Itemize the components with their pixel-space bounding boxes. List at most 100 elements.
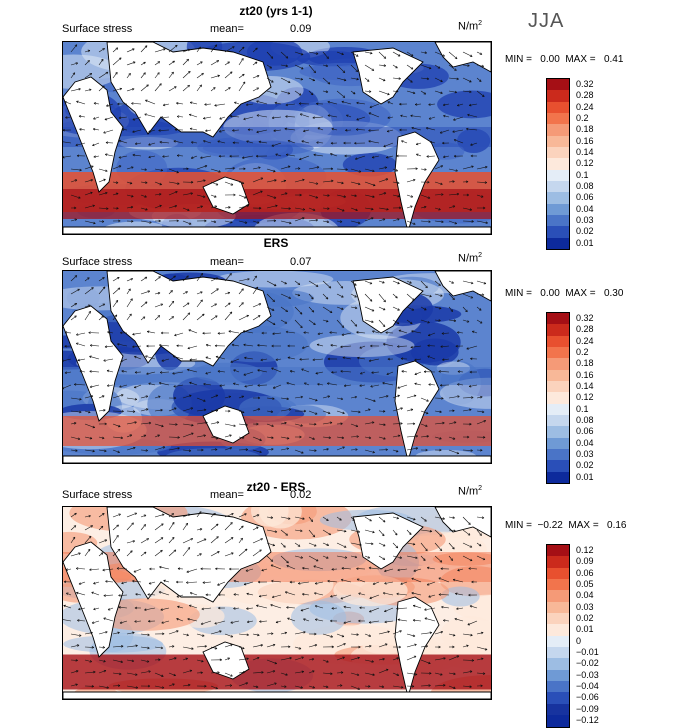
colorbar-tick-label: 0.12: [576, 158, 594, 169]
colorbar-swatch: [547, 79, 569, 90]
colorbar-swatch: [547, 590, 569, 601]
map-field: [63, 507, 491, 699]
colorbar-tick-label: 0.32: [576, 79, 594, 90]
colorbar-tick-label: 0.1: [576, 404, 594, 415]
colorbar-tick-label: 0.24: [576, 336, 594, 347]
map-field: [63, 271, 491, 463]
subtitle: Surface stress: [62, 23, 132, 35]
mean-label: mean=: [210, 489, 244, 501]
colorbar-tick-label: 0.02: [576, 460, 594, 471]
mean-label: mean=: [210, 256, 244, 268]
colorbar: [546, 78, 570, 250]
colorbar-swatch: [547, 647, 569, 658]
colorbar-tick-label: 0.24: [576, 102, 594, 113]
colorbar-swatch: [547, 415, 569, 426]
colorbar-tick-label: −0.03: [576, 670, 599, 681]
colorbar-swatch: [547, 381, 569, 392]
colorbar-tick-label: 0.05: [576, 579, 599, 590]
colorbar-tick-label: 0.18: [576, 124, 594, 135]
map-field: [63, 42, 491, 234]
colorbar-swatch: [547, 336, 569, 347]
colorbar-tick-label: 0.02: [576, 613, 599, 624]
colorbar-swatch: [547, 715, 569, 726]
colorbar-swatch: [547, 90, 569, 101]
colorbar-tick-label: 0.03: [576, 215, 594, 226]
colorbar-tick-label: 0.2: [576, 347, 594, 358]
colorbar-swatch: [547, 370, 569, 381]
colorbar-swatch: [547, 136, 569, 147]
colorbar-swatch: [547, 404, 569, 415]
colorbar-tick-label: 0.14: [576, 147, 594, 158]
subtitle: Surface stress: [62, 256, 132, 268]
colorbar-tick-label: 0.16: [576, 136, 594, 147]
panel-observed: ERS Surface stress mean= 0.07 N/m2 MIN =…: [0, 235, 700, 475]
panel-title: zt20 (yrs 1-1): [62, 4, 490, 18]
colorbar-swatch: [547, 181, 569, 192]
colorbar-tick-label: 0.06: [576, 568, 599, 579]
colorbar-tick-label: 0.06: [576, 426, 594, 437]
colorbar-swatch: [547, 460, 569, 471]
min-max-readout: MIN = 0.00 MAX = 0.30: [505, 288, 623, 299]
colorbar: [546, 312, 570, 484]
colorbar-swatch: [547, 113, 569, 124]
mean-label: mean=: [210, 23, 244, 35]
mean-value: 0.09: [290, 23, 311, 35]
stress-map: [62, 270, 492, 464]
colorbar-swatch: [547, 392, 569, 403]
colorbar-tick-label: 0.16: [576, 370, 594, 381]
colorbar-tick-label: 0.04: [576, 590, 599, 601]
panel-model: zt20 (yrs 1-1) Surface stress mean= 0.09…: [0, 0, 700, 235]
colorbar-tick-label: 0.32: [576, 313, 594, 324]
colorbar-tick-label: 0.28: [576, 324, 594, 335]
colorbar-swatch: [547, 102, 569, 113]
colorbar-swatch: [547, 426, 569, 437]
colorbar-swatch: [547, 681, 569, 692]
colorbar-tick-label: 0.04: [576, 204, 594, 215]
colorbar-swatch: [547, 692, 569, 703]
colorbar-swatch: [547, 658, 569, 669]
colorbar-swatch: [547, 192, 569, 203]
units-label: N/m2: [458, 252, 482, 265]
mean-value: 0.02: [290, 489, 311, 501]
colorbar-tick-label: 0.08: [576, 181, 594, 192]
colorbar-tick-label: 0.2: [576, 113, 594, 124]
colorbar-tick-label: −0.06: [576, 692, 599, 703]
colorbar-tick-label: 0.14: [576, 381, 594, 392]
colorbar-swatch: [547, 147, 569, 158]
colorbar-swatch: [547, 438, 569, 449]
colorbar-tick-label: −0.04: [576, 681, 599, 692]
colorbar-swatch: [547, 568, 569, 579]
colorbar-swatch: [547, 358, 569, 369]
colorbar-tick-label: 0.1: [576, 170, 594, 181]
colorbar-swatch: [547, 215, 569, 226]
colorbar-tick-label: 0.12: [576, 545, 599, 556]
colorbar-swatch: [547, 670, 569, 681]
colorbar-tick-label: −0.09: [576, 704, 599, 715]
colorbar-tick-label: 0.03: [576, 449, 594, 460]
colorbar-tick-label: 0: [576, 636, 599, 647]
colorbar-tick-label: 0.12: [576, 392, 594, 403]
colorbar-swatch: [547, 347, 569, 358]
colorbar-tick-label: −0.01: [576, 647, 599, 658]
min-max-readout: MIN = −0.22 MAX = 0.16: [505, 520, 627, 531]
colorbar-tick-label: 0.06: [576, 192, 594, 203]
colorbar-swatch: [547, 545, 569, 556]
colorbar-swatch: [547, 449, 569, 460]
colorbar-swatch: [547, 636, 569, 647]
colorbar-tick-label: 0.01: [576, 624, 599, 635]
colorbar-swatch: [547, 204, 569, 215]
colorbar-swatch: [547, 124, 569, 135]
colorbar-swatch: [547, 602, 569, 613]
stress-map: [62, 41, 492, 235]
colorbar-swatch: [547, 624, 569, 635]
units-label: N/m2: [458, 20, 482, 33]
colorbar-swatch: [547, 704, 569, 715]
colorbar-tick-label: −0.12: [576, 715, 599, 726]
colorbar-swatch: [547, 556, 569, 567]
colorbar-tick-label: 0.09: [576, 556, 599, 567]
colorbar-swatch: [547, 613, 569, 624]
colorbar-tick-label: 0.18: [576, 358, 594, 369]
